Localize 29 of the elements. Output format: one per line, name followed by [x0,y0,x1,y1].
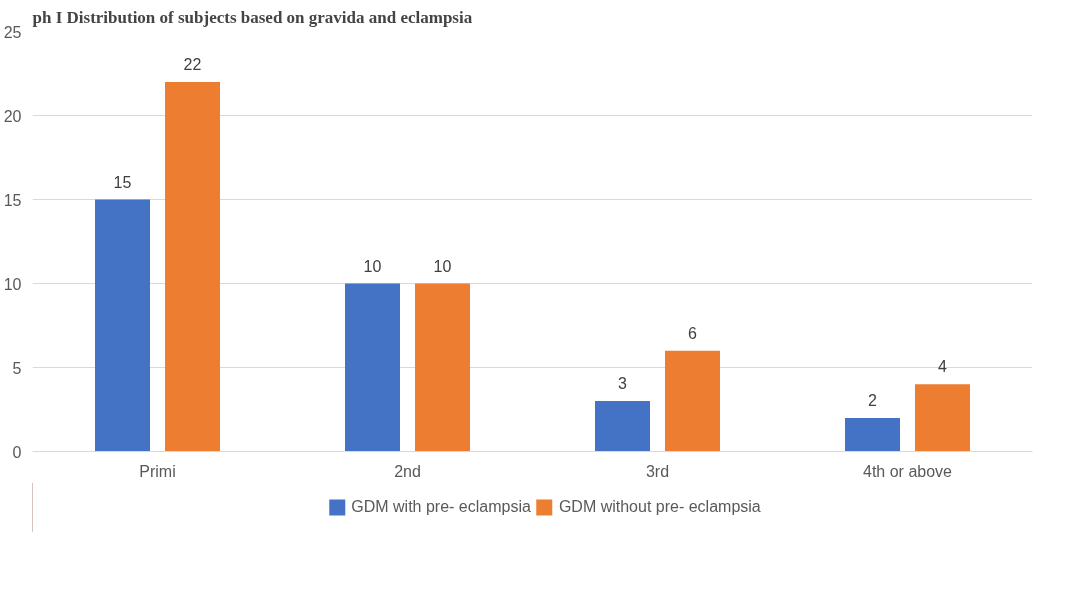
y-tick-label: 0 [12,443,22,461]
x-tick-label: 2nd [394,462,421,480]
y-tick-label: 5 [12,359,22,377]
data-label: 10 [363,257,382,275]
data-label: 4 [938,358,948,376]
data-label: 15 [113,173,132,191]
data-label: 22 [183,55,202,73]
data-label: 10 [433,257,452,275]
bar [665,350,720,452]
bar [415,283,470,452]
bar [345,283,400,452]
y-tick-label: 10 [3,275,22,293]
bar [845,417,900,452]
data-label: 2 [868,391,878,409]
x-tick-label: 4th or above [863,462,953,480]
bar [95,199,150,452]
y-tick-label: 25 [3,23,22,41]
bar [595,401,650,452]
data-label: 3 [618,375,628,393]
bar [915,384,970,452]
y-tick-label: 15 [3,191,22,209]
x-tick-label: 3rd [645,462,670,480]
y-tick-label: 20 [3,107,22,125]
x-tick-label: Primi [139,462,176,480]
data-label: 6 [688,324,698,342]
bar [165,81,220,452]
legend-label: GDM with pre- eclampsia [351,498,531,516]
legend-label: GDM without pre- eclampsia [558,498,761,516]
chart-title: ph I Distribution of subjects based on gravida and eclampsia [32,7,473,27]
